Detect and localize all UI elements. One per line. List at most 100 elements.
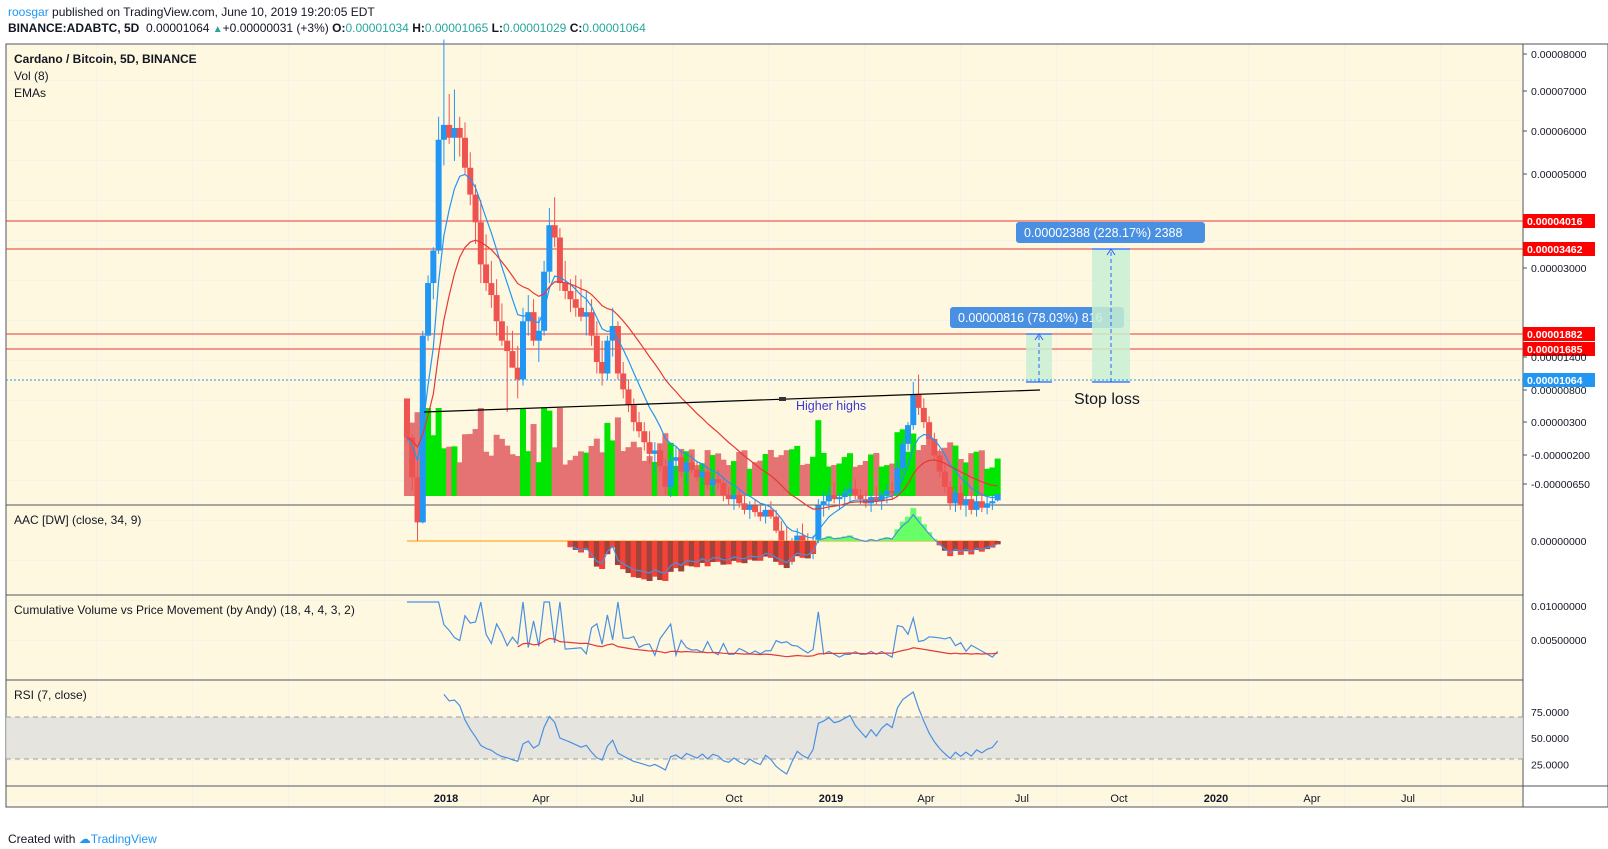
aac-bar xyxy=(820,538,827,541)
rsi-line-path xyxy=(443,691,999,775)
aac-pane-title: AAC [DW] (close, 34, 9) xyxy=(14,513,141,527)
cvp-pane-title: Cumulative Volume vs Price Movement (by … xyxy=(14,603,355,617)
price-tick-label: 0.00007000 xyxy=(1531,86,1587,98)
measure-2-badge xyxy=(1016,222,1205,243)
candle-body xyxy=(931,439,938,456)
aac-bar xyxy=(941,541,948,551)
aac-bar xyxy=(741,541,748,564)
volume-bar xyxy=(514,455,521,496)
candle-body xyxy=(435,139,442,251)
aac-bar xyxy=(799,541,806,558)
candle-body xyxy=(493,295,500,322)
volume-bar xyxy=(535,462,542,496)
time-tick-label: Apr xyxy=(917,793,934,805)
price-tick-label: 0.00000300 xyxy=(1531,417,1587,429)
candle-body xyxy=(525,312,532,322)
aac-bar xyxy=(905,516,911,541)
rsi-tick-label: 50.0000 xyxy=(1531,733,1569,745)
candle-body xyxy=(841,492,848,498)
volume-bar xyxy=(947,442,954,496)
volume-bar xyxy=(989,467,996,496)
aac-bar xyxy=(878,538,885,541)
volume-bar xyxy=(794,445,801,496)
candle-body xyxy=(820,501,827,506)
aac-bar xyxy=(720,541,727,565)
volume-bar xyxy=(804,463,811,496)
time-tick-label: 2020 xyxy=(1204,793,1228,805)
aac-bar xyxy=(841,536,848,541)
candle-body xyxy=(852,488,859,495)
aac-bar xyxy=(936,541,943,546)
volume-bar xyxy=(546,410,553,496)
volume-bar xyxy=(889,463,896,496)
chart-header: roosgar published on TradingView.com, Ju… xyxy=(8,4,646,38)
volume-bar xyxy=(625,447,632,496)
measure-1[interactable]: 0.00000816 (78.03%) 816 xyxy=(950,307,1124,383)
aac-bar xyxy=(599,541,606,569)
level-badge xyxy=(1523,327,1595,341)
candle-body xyxy=(593,335,600,362)
candle-body xyxy=(456,127,463,138)
aac-bar xyxy=(699,541,706,563)
emas-label: EMAs xyxy=(14,86,46,100)
aac-bar xyxy=(994,541,1001,545)
candle-body xyxy=(778,530,785,544)
price-tick-label: 0.00005000 xyxy=(1531,169,1587,181)
axes: 0.00008000 0.00007000 0.00006000 0.00005000… xyxy=(434,49,1590,805)
volume-bar xyxy=(878,466,885,496)
volume-bar xyxy=(461,434,468,496)
candle-body xyxy=(546,225,553,272)
candle-body xyxy=(630,405,637,423)
volume-bar xyxy=(583,452,590,496)
measure-2[interactable]: 0.00002388 (228.17%) 2388 xyxy=(1016,222,1205,383)
aac-bar xyxy=(583,541,590,550)
candle-body xyxy=(446,124,453,138)
candle-body xyxy=(641,431,648,443)
pane-labels: Cardano / Bitcoin, 5D, BINANCE Vol (8) E… xyxy=(14,52,355,702)
aac-bar xyxy=(636,541,643,578)
measure-1-arrowhead-icon xyxy=(1034,333,1044,341)
candle-body xyxy=(694,469,701,478)
measure-2-text: 0.00002388 (228.17%) 2388 xyxy=(1024,226,1183,240)
aac-bar xyxy=(788,541,795,562)
aac-bar xyxy=(762,541,769,557)
aac-bar xyxy=(767,541,774,558)
candle-body xyxy=(472,194,479,223)
volume-bar xyxy=(641,460,648,496)
volume-bar xyxy=(451,446,458,496)
volume-bar xyxy=(572,455,579,496)
footer-created: Created with xyxy=(8,832,76,846)
candle-body xyxy=(973,501,980,510)
level-badge-label: 0.00001685 xyxy=(1527,344,1583,356)
author-link[interactable]: roosgar xyxy=(8,5,49,19)
aac-bar xyxy=(651,541,658,577)
level-badge xyxy=(1523,342,1595,356)
aac-bar xyxy=(889,538,896,541)
volume-bar xyxy=(530,424,537,496)
aac-bar xyxy=(978,541,985,552)
level-badge xyxy=(1523,242,1595,256)
candle-body xyxy=(767,509,774,517)
aac-bar xyxy=(836,537,843,541)
footer-brand[interactable]: TradingView xyxy=(90,832,157,846)
volume-bar xyxy=(556,408,563,496)
time-tick-label: 2019 xyxy=(819,793,843,805)
support-trendline[interactable] xyxy=(423,389,1041,413)
candle-body xyxy=(894,467,901,493)
candle-body xyxy=(583,312,590,317)
candle-body xyxy=(699,471,706,478)
trendline-handle[interactable] xyxy=(779,397,786,401)
volume-bar xyxy=(541,408,548,496)
candle-body xyxy=(430,250,437,284)
candle-body xyxy=(752,505,759,513)
price-tick-label: 0.00001400 xyxy=(1531,352,1587,364)
candle-body xyxy=(425,283,432,336)
candle-body xyxy=(889,490,896,493)
candle-body xyxy=(530,312,537,341)
volume-bar xyxy=(467,434,474,496)
volume-bar xyxy=(435,408,442,496)
aac-bar xyxy=(715,541,722,562)
volume-bar xyxy=(493,434,500,496)
volume-bar xyxy=(578,451,585,496)
